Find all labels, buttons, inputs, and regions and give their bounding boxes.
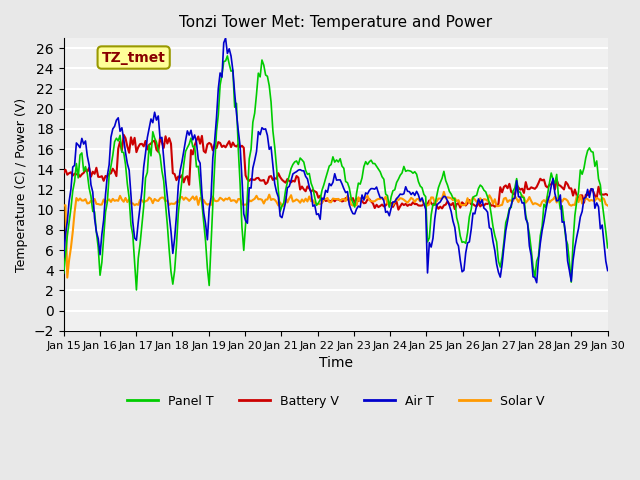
X-axis label: Time: Time — [319, 356, 353, 370]
Y-axis label: Temperature (C) / Power (V): Temperature (C) / Power (V) — [15, 97, 28, 272]
Title: Tonzi Tower Met: Temperature and Power: Tonzi Tower Met: Temperature and Power — [179, 15, 492, 30]
Text: TZ_tmet: TZ_tmet — [102, 50, 166, 64]
Legend: Panel T, Battery V, Air T, Solar V: Panel T, Battery V, Air T, Solar V — [122, 390, 550, 413]
